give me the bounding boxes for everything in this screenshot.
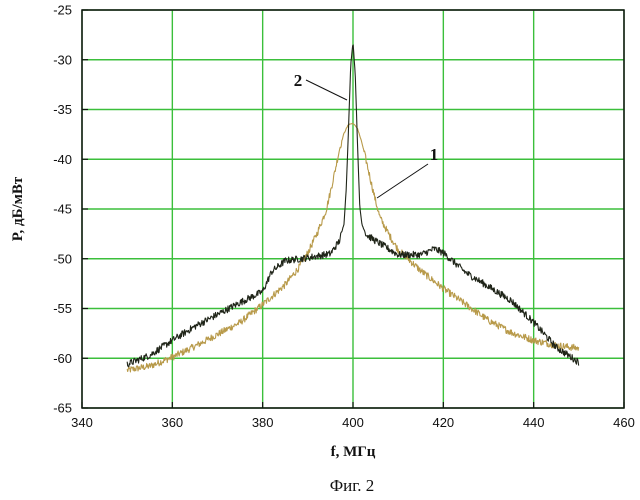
y-tick-label: -30: [53, 52, 72, 67]
grid: [82, 10, 624, 408]
y-tick-label: -45: [53, 202, 72, 217]
x-tick-label: 340: [71, 415, 93, 430]
y-axis-label: P, дБ/мВт: [10, 176, 26, 241]
x-tick-label: 440: [523, 415, 545, 430]
y-tick-label: -65: [53, 401, 72, 416]
annotation-leader-2: [306, 80, 347, 100]
annotation-label-2: 2: [294, 71, 303, 90]
x-tick-label: 400: [342, 415, 364, 430]
y-tick-label: -55: [53, 301, 72, 316]
y-tick-label: -40: [53, 152, 72, 167]
x-axis-label: f, МГц: [331, 444, 376, 460]
x-tick-label: 360: [161, 415, 183, 430]
x-tick-label: 380: [252, 415, 274, 430]
annotations: 12: [294, 71, 439, 198]
figure-caption: Фиг. 2: [330, 476, 375, 495]
x-tick-label: 460: [613, 415, 635, 430]
annotation-leader-1: [377, 164, 428, 198]
y-tick-label: -60: [53, 351, 72, 366]
x-tick-label: 420: [432, 415, 454, 430]
y-tick-label: -25: [53, 3, 72, 18]
y-tick-label: -50: [53, 251, 72, 266]
y-tick-label: -35: [53, 102, 72, 117]
annotation-label-1: 1: [430, 145, 439, 164]
